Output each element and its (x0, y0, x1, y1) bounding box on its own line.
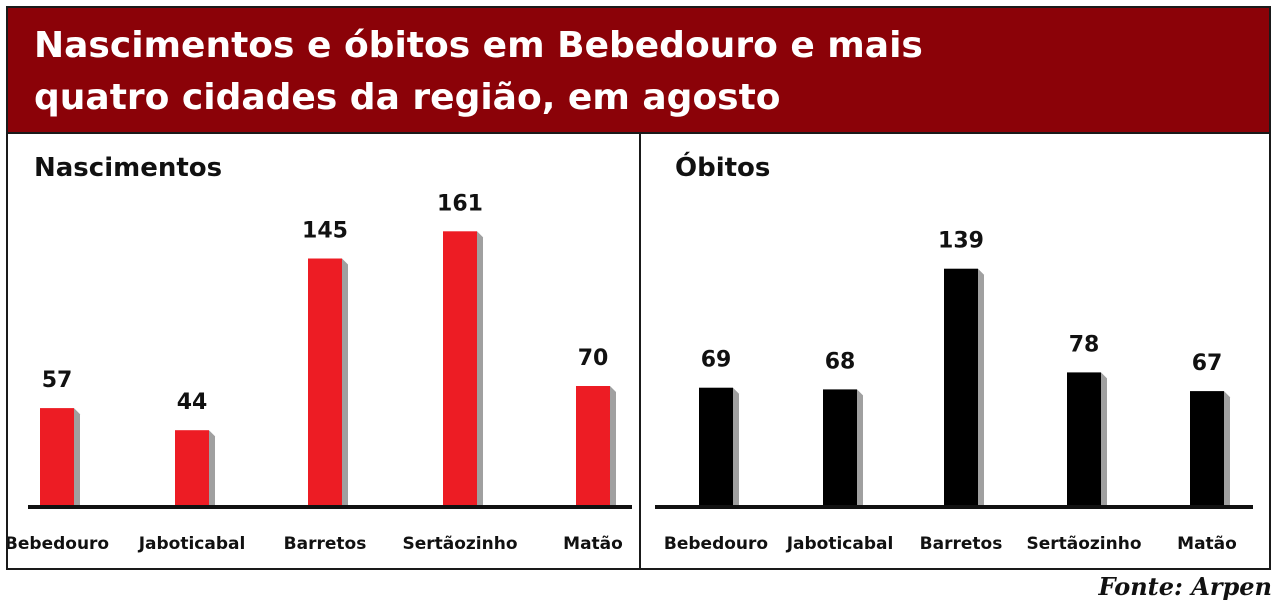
obitos-bar (699, 387, 733, 505)
obitos-value-label: 67 (1192, 351, 1223, 376)
obitos-value-label: 139 (938, 229, 984, 254)
nascimentos-value-label: 70 (578, 346, 609, 371)
nascimentos-value-label: 161 (437, 191, 483, 216)
source-credit: Fonte: Arpen (1098, 572, 1272, 601)
nascimentos-value-label: 57 (42, 368, 73, 393)
nascimentos-category-label: Sertãozinho (402, 534, 517, 554)
title-banner: Nascimentos e óbitos em Bebedouro e mais… (8, 8, 1269, 134)
nascimentos-bar-shadow (610, 386, 616, 505)
nascimentos-chart: Nascimentos 57 Bebedouro 44 Jaboticabal 145 B… (8, 153, 632, 554)
infographic: Nascimentos e óbitos em Bebedouro e mais… (6, 6, 1271, 570)
obitos-category-label: Matão (1177, 534, 1237, 554)
title-line-2: quatro cidades da região, em agosto (34, 77, 781, 118)
obitos-chart: Óbitos 69 Bebedouro 68 Jaboticabal 139 Barret… (655, 151, 1253, 554)
nascimentos-category-label: Barretos (284, 534, 367, 554)
obitos-bar-shadow (978, 268, 984, 505)
nascimentos-bar-shadow (342, 258, 348, 505)
obitos-value-label: 69 (701, 348, 732, 373)
nascimentos-bar (308, 258, 342, 505)
obitos-value-label: 78 (1069, 332, 1100, 357)
nascimentos-bar-shadow (209, 430, 215, 505)
obitos-category-label: Bebedouro (664, 534, 768, 554)
nascimentos-panel-title: Nascimentos (34, 153, 222, 183)
nascimentos-category-label: Bebedouro (8, 534, 109, 554)
obitos-value-label: 68 (825, 349, 856, 374)
obitos-bar-shadow (857, 389, 863, 505)
nascimentos-value-label: 44 (177, 390, 208, 415)
nascimentos-value-label: 145 (302, 219, 348, 244)
obitos-category-label: Jaboticabal (786, 534, 894, 554)
obitos-category-label: Barretos (920, 534, 1003, 554)
obitos-bar (1190, 391, 1224, 505)
obitos-bar-shadow (1224, 391, 1230, 505)
chart-title: Nascimentos e óbitos em Bebedouro e mais… (34, 20, 1034, 124)
obitos-category-label: Sertãozinho (1026, 534, 1141, 554)
obitos-bar-shadow (733, 387, 739, 505)
nascimentos-bar (40, 408, 74, 505)
obitos-bar-shadow (1101, 372, 1107, 505)
panel-divider (639, 132, 641, 568)
obitos-bar (944, 268, 978, 505)
nascimentos-category-label: Matão (563, 534, 623, 554)
nascimentos-bar (175, 430, 209, 505)
obitos-panel-title: Óbitos (675, 151, 770, 183)
nascimentos-bar (443, 231, 477, 506)
nascimentos-bar-shadow (74, 408, 80, 505)
obitos-bar (823, 389, 857, 505)
title-line-1: Nascimentos e óbitos em Bebedouro e mais (34, 25, 923, 66)
nascimentos-bar-shadow (477, 231, 483, 506)
nascimentos-category-label: Jaboticabal (138, 534, 246, 554)
nascimentos-bar (576, 386, 610, 505)
obitos-bar (1067, 372, 1101, 505)
